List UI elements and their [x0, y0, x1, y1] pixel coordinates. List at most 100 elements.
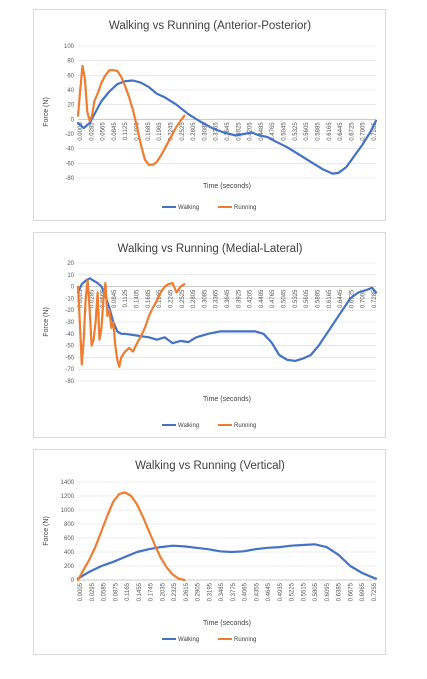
y-tick-label: 10 [67, 273, 74, 279]
x-tick-label: 0.3085 [202, 289, 208, 308]
x-tick-label: 0.3365 [214, 122, 220, 141]
y-tick-label: -50 [65, 344, 74, 350]
chart-ml-svg: Walking vs Running (Medial-Lateral) 20 10 0… [43, 243, 378, 429]
x-tick-label: 0.5885 [315, 122, 321, 141]
x-tick-label: 0.3775 [231, 582, 237, 601]
y-tick-label: -40 [65, 147, 74, 153]
y-tick-label: -80 [65, 176, 74, 182]
x-tick-label: 0.1745 [149, 582, 155, 601]
x-tick-label: 0.2525 [180, 289, 186, 308]
x-tick-label: 0.0585 [102, 582, 108, 601]
x-tick-label: 0.3645 [225, 289, 231, 308]
chart-title: Walking vs Running (Anterior-Posterior) [109, 20, 311, 32]
x-tick-label: 0.6095 [325, 582, 331, 601]
x-tick-label: 0.6725 [349, 122, 355, 141]
y-tick-label: 100 [64, 44, 75, 50]
x-tick-label: 0.4645 [266, 582, 272, 601]
x-tick-label: 0.5045 [282, 122, 288, 141]
legend: Walking Running [162, 205, 256, 211]
y-tick-label: 800 [64, 522, 75, 528]
x-tick-label: 0.7285 [372, 289, 378, 308]
y-tick-label: 20 [67, 261, 74, 267]
x-tick-label: 0.5325 [293, 289, 299, 308]
x-axis-label: Time (seconds) [203, 620, 251, 627]
x-tick-label: 0.0565 [101, 122, 107, 141]
y-axis-label: Force (N) [43, 97, 50, 127]
legend-label-running: Running [234, 423, 256, 429]
x-tick-label: 0.7285 [372, 122, 378, 141]
x-tick-label: 0.3925 [236, 289, 242, 308]
x-tick-label: 0.2905 [196, 582, 202, 601]
x-tick-label: 0.2805 [191, 122, 197, 141]
x-tick-label: 0.6445 [338, 122, 344, 141]
series-line-running [76, 64, 186, 166]
series-line-walking [76, 543, 378, 580]
y-tick-label: 0 [71, 285, 75, 291]
x-tick-label: 0.0845 [112, 122, 118, 141]
x-tick-label: 0.6385 [337, 582, 343, 601]
x-tick-label: 0.6725 [349, 289, 355, 308]
x-tick-label: 0.0285 [89, 122, 95, 141]
x-tick-label: 0.0005 [78, 122, 84, 141]
legend: Walking Running [162, 637, 256, 643]
y-tick-label: -80 [65, 379, 74, 385]
y-tick-label: -60 [65, 355, 74, 361]
x-tick-label: 0.1405 [135, 289, 141, 308]
x-tick-label: 0.4485 [259, 122, 265, 141]
y-tick-label: 20 [67, 103, 74, 109]
series-line-running [76, 279, 186, 368]
x-tick-label: 0.4065 [243, 582, 249, 601]
x-tick-label: 0.5325 [293, 122, 299, 141]
x-tick-label: 0.5045 [282, 289, 288, 308]
x-tick-label: 0.4355 [254, 582, 260, 601]
legend-label-running: Running [234, 637, 256, 643]
x-tick-label: 0.2245 [168, 122, 174, 141]
x-tick-label: 0.1685 [146, 122, 152, 141]
x-tick-label: 0.5225 [290, 582, 296, 601]
legend-label-running: Running [234, 205, 256, 211]
x-tick-label: 0.1125 [123, 289, 129, 308]
x-tick-label: 0.6165 [327, 289, 333, 308]
y-tick-label: 1400 [61, 480, 75, 486]
chart-title: Walking vs Running (Vertical) [135, 460, 285, 472]
legend-label-walking: Walking [178, 205, 199, 211]
x-tick-label: 0.3365 [214, 289, 220, 308]
y-tick-label: 600 [64, 536, 75, 542]
x-tick-label: 0.2805 [191, 289, 197, 308]
series-line-running [76, 491, 186, 582]
x-tick-label: 0.1455 [137, 582, 143, 601]
x-tick-label: 0.1965 [157, 289, 163, 308]
x-tick-label: 0.6965 [360, 582, 366, 601]
y-tick-label: 1000 [61, 508, 75, 514]
legend-label-walking: Walking [178, 423, 199, 429]
x-tick-label: 0.5515 [301, 582, 307, 601]
x-tick-label: 0.4205 [248, 122, 254, 141]
x-axis-label: Time (seconds) [203, 396, 251, 403]
x-tick-label: 0.2245 [168, 289, 174, 308]
x-tick-label: 0.3485 [219, 582, 225, 601]
x-tick-label: 0.0295 [90, 582, 96, 601]
y-tick-label: 200 [64, 564, 75, 570]
chart-panel-medial-lateral: Walking vs Running (Medial-Lateral) 20 10 0… [33, 232, 386, 438]
x-tick-label: 0.1965 [157, 122, 163, 141]
x-tick-label: 0.4935 [278, 582, 284, 601]
y-tick-label: 1200 [61, 494, 75, 500]
x-tick-label: 0.4765 [270, 289, 276, 308]
legend: Walking Running [162, 423, 256, 429]
y-tick-label: 80 [67, 59, 74, 65]
x-tick-label: 0.6445 [338, 289, 344, 308]
x-tick-label: 0.2525 [180, 122, 186, 141]
y-tick-label: 0 [71, 578, 75, 584]
series-line-walking [76, 79, 378, 175]
x-tick-label: 0.5605 [304, 289, 310, 308]
x-tick-label: 0.1165 [125, 582, 131, 601]
legend-label-walking: Walking [178, 637, 199, 643]
x-tick-label: 0.3925 [236, 122, 242, 141]
x-tick-label: 0.3085 [202, 122, 208, 141]
x-tick-label: 0.0005 [78, 582, 84, 601]
y-tick-label: -10 [65, 296, 74, 302]
x-tick-label: 0.3645 [225, 122, 231, 141]
x-tick-label: 0.0875 [113, 582, 119, 601]
y-tick-label: 60 [67, 73, 74, 79]
x-tick-label: 0.4205 [248, 289, 254, 308]
